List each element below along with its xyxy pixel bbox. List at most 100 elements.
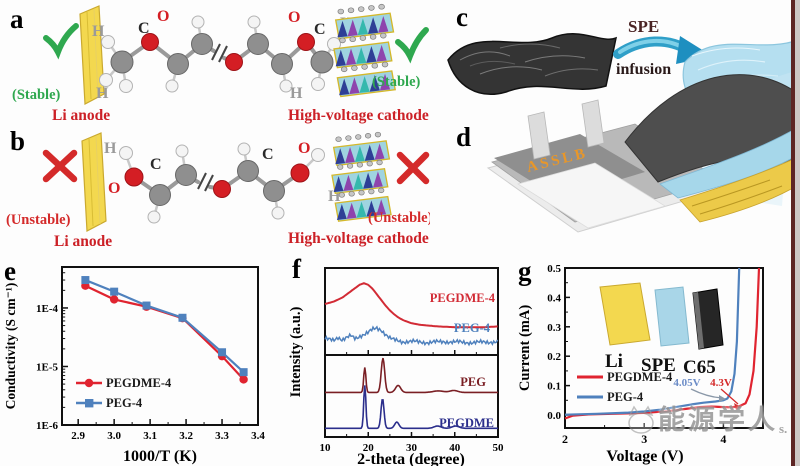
x-axis-title: Voltage (V) xyxy=(606,448,683,465)
tick-label: 0.3 xyxy=(547,322,561,334)
li-foil xyxy=(599,282,651,346)
x-axis-title: 1000/T (K) xyxy=(123,448,197,465)
series-line-PEGDME xyxy=(325,385,498,430)
panel-cd-illustration: SPE infusion ASSLB xyxy=(447,17,800,233)
cathode-illustration xyxy=(332,132,391,221)
tick-label: 0.0 xyxy=(547,410,561,422)
data-point xyxy=(110,287,119,296)
atom-label: O xyxy=(108,180,120,197)
tick-label: 40 xyxy=(449,442,461,454)
cross-icon xyxy=(42,149,78,183)
chart-lsv: 2 3 4 0.0 0.1 0.2 0.3 0.4 0.5 Li SPE C65 PEGDME-… xyxy=(517,263,764,465)
panel-a-illustration: (Stable) Li anode xyxy=(12,0,429,124)
panel-label-b: b xyxy=(10,126,26,156)
li-anode-caption: Li anode xyxy=(52,107,110,124)
atom-label: O xyxy=(298,140,310,157)
figure-right-margin xyxy=(795,0,800,466)
curve-label-peg4: PEG-4 xyxy=(454,321,491,335)
legend-label-pegdme4: PEGDME-4 xyxy=(607,370,673,384)
molecule-glyme: H C O O C H H H xyxy=(92,8,353,102)
infusion-label: infusion xyxy=(616,61,671,78)
stable-label-right: (Stable) xyxy=(372,74,421,90)
data-point xyxy=(239,375,248,384)
atom-label: C xyxy=(314,21,326,38)
y-axis-title: Intensity (a.u.) xyxy=(288,307,304,398)
chart-conductivity: 2.9 3.0 3.1 3.2 3.3 3.4 1E-4 1E-5 1E-6 PEGDME-4 … xyxy=(3,266,265,465)
watermark-logo-icon xyxy=(628,405,654,434)
li-anode-slab xyxy=(79,5,105,105)
tick-label: 1E-4 xyxy=(36,303,59,315)
legend: PEGDME-4 PEG-4 xyxy=(577,370,673,404)
atom-label: C xyxy=(262,146,274,163)
annotation-405v: 4.05V xyxy=(673,377,700,389)
legend-label-pegdme4: PEGDME-4 xyxy=(106,376,172,390)
atom-label: C xyxy=(138,20,150,37)
cathode-caption: High-voltage cathode xyxy=(288,107,429,124)
tick-label: 3.3 xyxy=(215,430,229,442)
tick-label: 10 xyxy=(320,442,332,454)
inset-label-li: Li xyxy=(605,351,623,372)
atom-label: C xyxy=(150,156,162,173)
curve-label-pegdme4: PEGDME-4 xyxy=(430,291,496,305)
atom-label: H xyxy=(104,140,117,157)
legend-label-peg4: PEG-4 xyxy=(106,396,143,410)
figure-right-border xyxy=(791,0,795,466)
legend: PEGDME-4 PEG-4 xyxy=(76,376,172,410)
legend-label-peg4: PEG-4 xyxy=(607,390,644,404)
lsv-plot-area: 2 3 4 0.0 0.1 0.2 0.3 0.4 0.5 xyxy=(547,263,764,446)
x-axis-title: 2-theta (degree) xyxy=(357,451,465,466)
spe-label: SPE xyxy=(628,17,659,36)
atom-label: H xyxy=(92,23,105,40)
series-line-PEGDME-4 xyxy=(84,284,245,381)
cathode-caption: High-voltage cathode xyxy=(288,230,429,247)
membrane-raw xyxy=(447,33,618,95)
stable-label-left: (Stable) xyxy=(12,87,61,103)
data-point xyxy=(218,348,227,357)
peeled-layers xyxy=(624,74,800,223)
tick-label: 50 xyxy=(493,442,505,454)
data-point xyxy=(142,301,151,310)
li-anode-slab xyxy=(81,132,107,232)
inset-label-spe: SPE xyxy=(641,355,676,376)
check-icon xyxy=(43,23,79,60)
watermark-text: 能源学人 xyxy=(658,405,778,435)
inset-label-c65: C65 xyxy=(683,357,716,378)
tick-label: 3.0 xyxy=(107,430,121,442)
series-line-PEG-4 xyxy=(324,325,499,347)
tick-label: 3 xyxy=(641,432,647,446)
conductivity-plot-area: 2.9 3.0 3.1 3.2 3.3 3.4 1E-4 1E-5 1E-6 xyxy=(36,266,265,442)
panel-label-f: f xyxy=(292,254,301,284)
tick-label: 30 xyxy=(406,442,418,454)
atom-label: O xyxy=(157,8,169,25)
annotation-43v: 4.3V xyxy=(710,377,732,389)
watermark-suffix: s. xyxy=(779,421,788,436)
unstable-label-left: (Unstable) xyxy=(6,212,71,228)
tick-label: 1E-6 xyxy=(36,420,59,432)
chart-xrd: 10 20 30 40 50 PEGDME-4 PEG-4 PEG PEGDME 2-t… xyxy=(288,267,505,466)
data-point xyxy=(109,295,119,304)
plot-frame xyxy=(61,266,259,426)
tick-label: 0.5 xyxy=(547,263,561,275)
cell-tab xyxy=(581,99,605,148)
panel-label-a: a xyxy=(10,4,24,34)
check-icon xyxy=(395,27,429,64)
y-axis-title: Conductivity (S cm⁻¹) xyxy=(3,283,18,410)
annotations: 4.05V 4.3V xyxy=(673,377,741,410)
watermark: 能源学人 s. xyxy=(624,398,787,437)
data-point xyxy=(81,276,90,285)
panel-label-c: c xyxy=(456,2,468,32)
tick-label: 0.4 xyxy=(547,292,561,304)
tick-label: 3.4 xyxy=(251,430,265,442)
tick-label: 3.2 xyxy=(179,430,193,442)
molecule-glycol: H O C C O H xyxy=(104,140,341,224)
tick-label: 0.2 xyxy=(547,351,561,363)
tick-label: 20 xyxy=(363,442,375,454)
atom-label: O xyxy=(288,9,300,26)
c65-edge xyxy=(693,292,704,349)
tick-label: 1E-5 xyxy=(36,361,59,373)
tick-label: 4 xyxy=(720,432,726,446)
curve-label-peg: PEG xyxy=(460,375,486,389)
panel-label-g: g xyxy=(518,256,532,286)
atom-label: H xyxy=(96,85,109,102)
